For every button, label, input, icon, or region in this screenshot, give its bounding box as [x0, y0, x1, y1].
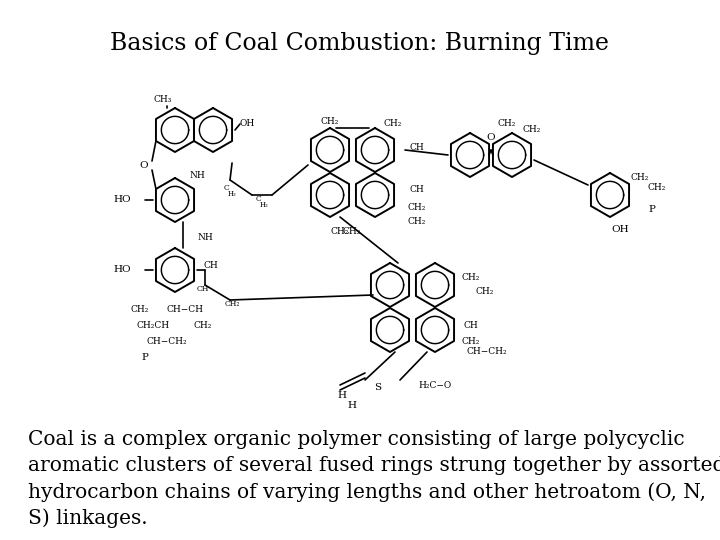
- Text: CH: CH: [410, 185, 424, 193]
- Text: CH−CH₂: CH−CH₂: [147, 338, 187, 347]
- Text: NH: NH: [197, 233, 213, 241]
- Text: CH−CH₂: CH−CH₂: [467, 348, 508, 356]
- Text: CH₂: CH₂: [330, 226, 349, 235]
- Text: CH₂: CH₂: [462, 338, 480, 347]
- Text: hydrocarbon chains of varying lengths and other hetroatom (O, N,: hydrocarbon chains of varying lengths an…: [28, 482, 706, 502]
- Text: H₂: H₂: [228, 190, 236, 198]
- Text: H: H: [338, 390, 346, 400]
- Text: CH₂: CH₂: [462, 273, 480, 281]
- Text: CH: CH: [410, 144, 424, 152]
- Text: P: P: [142, 353, 148, 361]
- Text: HO: HO: [113, 195, 131, 205]
- Text: Basics of Coal Combustion: Burning Time: Basics of Coal Combustion: Burning Time: [110, 32, 610, 55]
- Text: CH₂: CH₂: [476, 287, 494, 295]
- Text: CH₃: CH₃: [154, 96, 172, 105]
- Text: CH₂CH: CH₂CH: [136, 321, 170, 330]
- Text: OH: OH: [239, 119, 255, 129]
- Text: H₂: H₂: [260, 201, 269, 209]
- Text: H₂C−O: H₂C−O: [418, 381, 451, 389]
- Text: CH₂: CH₂: [194, 321, 212, 330]
- Text: Coal is a complex organic polymer consisting of large polycyclic: Coal is a complex organic polymer consis…: [28, 430, 685, 449]
- Text: CH₂: CH₂: [498, 118, 516, 127]
- Text: CH₂: CH₂: [631, 172, 649, 181]
- Text: C: C: [255, 195, 261, 203]
- Text: S) linkages.: S) linkages.: [28, 508, 148, 528]
- Text: O: O: [487, 133, 495, 143]
- Text: CH₂: CH₂: [408, 202, 426, 212]
- Text: CH₂: CH₂: [225, 300, 240, 308]
- Text: CH₂: CH₂: [648, 183, 666, 192]
- Text: CH₂: CH₂: [384, 118, 402, 127]
- Text: CH₂: CH₂: [321, 117, 339, 125]
- Text: NH: NH: [189, 171, 205, 179]
- Text: CH₂: CH₂: [131, 306, 149, 314]
- Text: OH: OH: [611, 225, 629, 233]
- Text: CH: CH: [204, 260, 218, 269]
- Text: CH₂: CH₂: [343, 227, 361, 237]
- Text: CH: CH: [197, 285, 210, 293]
- Text: CH−CH: CH−CH: [166, 306, 204, 314]
- Text: P: P: [649, 206, 655, 214]
- Text: S: S: [374, 382, 382, 392]
- Text: O: O: [140, 160, 148, 170]
- Text: HO: HO: [113, 266, 131, 274]
- Text: aromatic clusters of several fused rings strung together by assorted: aromatic clusters of several fused rings…: [28, 456, 720, 475]
- Text: CH₂: CH₂: [523, 125, 541, 133]
- Text: CH₂: CH₂: [408, 217, 426, 226]
- Text: CH: CH: [464, 321, 478, 329]
- Text: C: C: [223, 184, 229, 192]
- Text: H: H: [348, 401, 356, 409]
